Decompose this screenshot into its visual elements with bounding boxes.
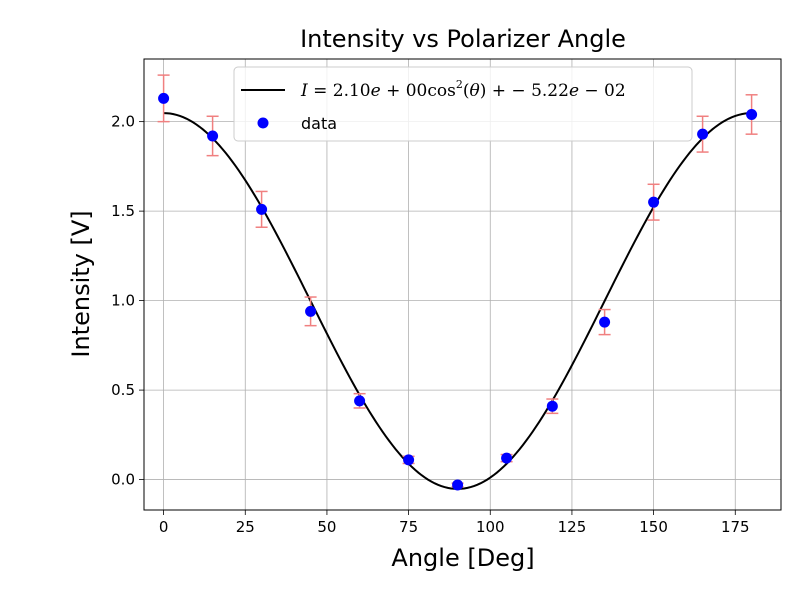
y-tick-label: 1.5 [111, 202, 135, 220]
x-tick-label: 100 [476, 518, 505, 536]
data-point [354, 395, 366, 407]
data-point [697, 128, 709, 140]
fit-label-theta: θ [470, 81, 480, 101]
fit-label-lhs: I [300, 81, 308, 101]
data-point [746, 108, 758, 120]
x-tick-label: 175 [721, 518, 750, 536]
y-tick-label: 1.0 [111, 292, 135, 310]
data-point [305, 305, 317, 317]
chart-title: Intensity vs Polarizer Angle [300, 25, 626, 53]
legend: I = 2.10e + 00cos2(θ) + − 5.22e − 02 dat… [233, 66, 693, 142]
fit-label-part-a: = 2.10 [308, 81, 371, 101]
data-series [158, 92, 758, 491]
fit-label-part-e: − 02 [579, 81, 626, 101]
data-point [158, 92, 170, 104]
data-point [501, 452, 513, 464]
data-point [256, 203, 268, 215]
legend-fit-label: I = 2.10e + 00cos2(θ) + − 5.22e − 02 [300, 78, 626, 101]
x-tick-label: 75 [399, 518, 418, 536]
data-point [648, 196, 660, 208]
legend-data-swatch [257, 117, 269, 129]
legend-data-label: data [301, 114, 337, 133]
data-point [207, 130, 219, 142]
plot-frame [143, 58, 782, 511]
y-axis-title: Intensity [V] [67, 210, 95, 357]
x-tick-label: 25 [236, 518, 255, 536]
x-axis-title: Angle [Deg] [391, 544, 534, 572]
x-tick-label: 150 [639, 518, 668, 536]
y-tick-label: 0.5 [111, 381, 135, 399]
x-tick-label: 125 [558, 518, 587, 536]
x-tick-label: 0 [159, 518, 169, 536]
fit-label-superscript: 2 [456, 78, 463, 91]
x-tick-label: 50 [317, 518, 336, 536]
fit-label-part-d: ) + − 5.22 [480, 81, 569, 101]
data-point [546, 400, 558, 412]
fit-label-exp2: e [569, 81, 579, 101]
data-point [599, 316, 611, 328]
legend-box [233, 66, 693, 142]
fit-label-part-b: + 00cos [381, 81, 456, 101]
axis-ticks: 0 25 50 75 100 125 150 175 0.0 0.5 1.0 1.5 2.0 [111, 113, 749, 536]
data-point [452, 479, 464, 491]
fit-label-part-c: ( [463, 81, 470, 101]
data-point [403, 454, 415, 466]
fit-label-exp1: e [371, 81, 381, 101]
y-tick-label: 0.0 [111, 471, 135, 489]
y-tick-label: 2.0 [111, 113, 135, 131]
